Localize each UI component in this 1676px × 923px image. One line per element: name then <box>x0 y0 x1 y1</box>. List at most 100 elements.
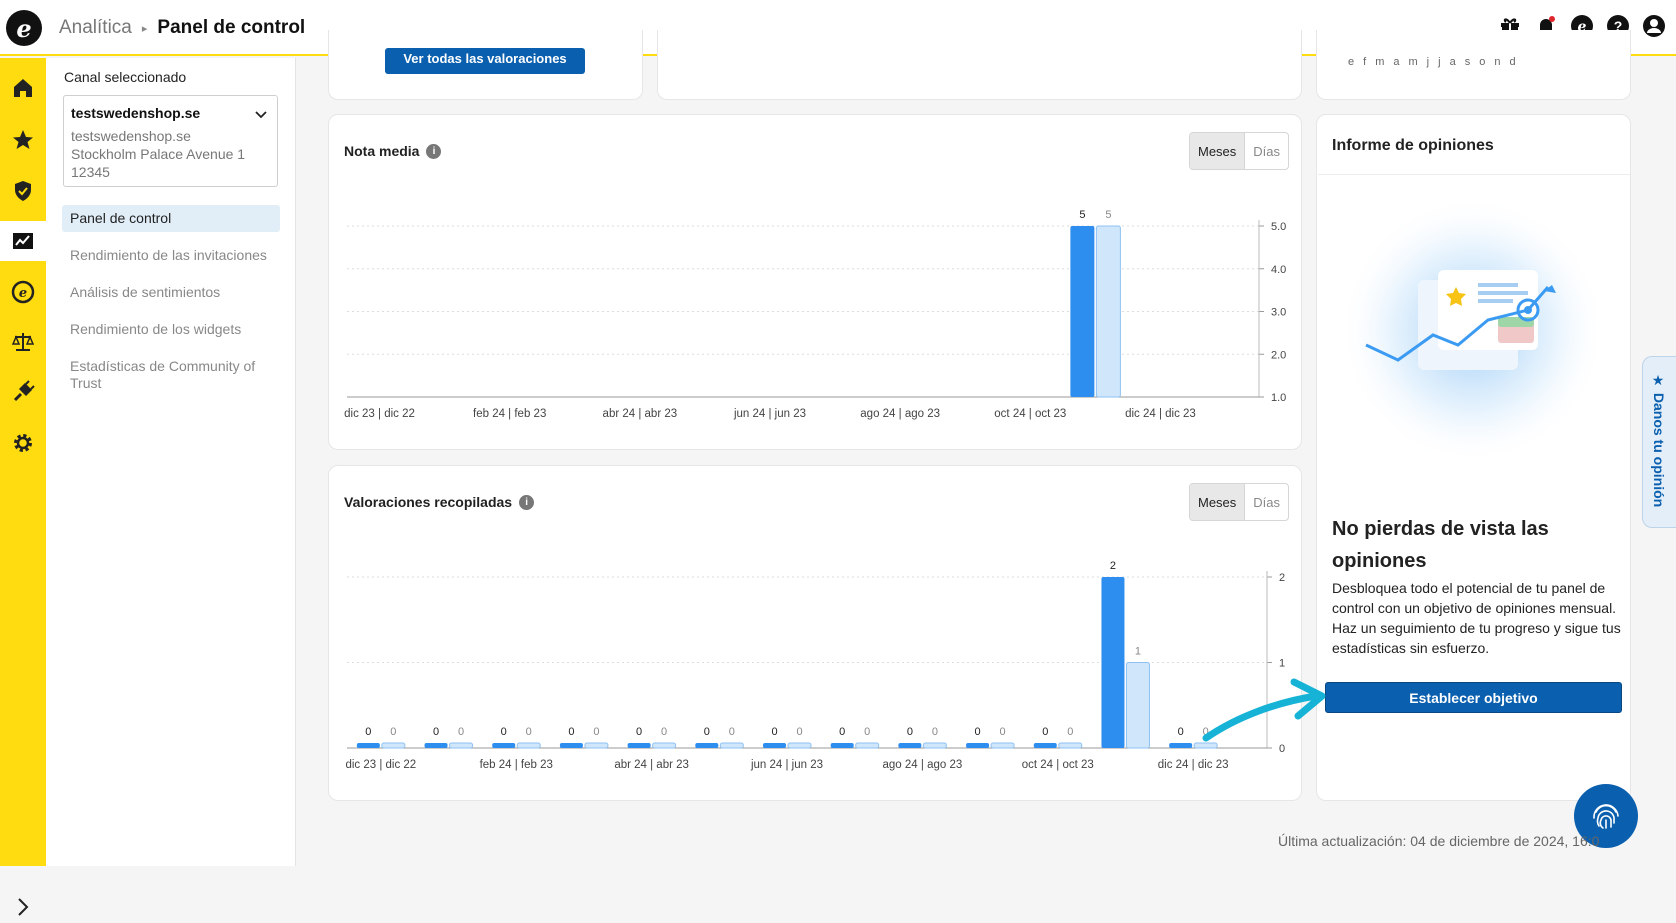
info-icon[interactable]: i <box>426 143 442 159</box>
average-rating-card: Nota media i Meses Días 5.0 4.0 3.0 2.0 1.0 5… <box>328 114 1302 450</box>
chevron-down-icon[interactable] <box>254 108 268 122</box>
month-letter: f <box>1363 56 1367 68</box>
period-toggle: Meses Días <box>1189 483 1290 521</box>
y-tick-label: 3.0 <box>1271 307 1286 319</box>
info-icon[interactable]: i <box>519 494 535 510</box>
average-rating-title: Nota media <box>344 143 420 159</box>
bar <box>898 743 922 748</box>
bar-value-label: 0 <box>1067 726 1073 738</box>
ekomi-logo[interactable]: e <box>6 10 42 46</box>
x-tick-label: oct 24 | oct 23 <box>1022 759 1094 771</box>
reviews-collected-chart: 2 1 0 0 0 0 0 0 0 0 0 0 0 0 0 0 0 0 0 0 0 0 0 0 0 2 1 0 0 dic 23 | di… <box>345 560 1285 771</box>
x-tick-label: feb 24 | feb 23 <box>480 759 553 771</box>
bar-value-label: 1 <box>1135 646 1141 658</box>
nav-item-invitation-performance[interactable]: Rendimiento de las invitaciones <box>70 247 267 263</box>
bar-value-label: 2 <box>1110 560 1116 572</box>
nav-item-community-of-trust[interactable]: Estadísticas de Community of Trust <box>70 358 256 391</box>
y-tick-label: 2.0 <box>1271 349 1286 361</box>
set-goal-button[interactable]: Establecer objetivo <box>1325 682 1622 713</box>
scales-icon[interactable] <box>0 322 46 362</box>
gear-icon[interactable] <box>0 423 46 463</box>
user-icon[interactable] <box>1642 14 1666 38</box>
x-tick-label: oct 24 | oct 23 <box>994 408 1066 420</box>
bar-value-label: 0 <box>661 726 667 738</box>
bar-value-label: 0 <box>458 726 464 738</box>
toggle-days[interactable]: Días <box>1253 143 1281 159</box>
breadcrumb: Analítica ▸ Panel de control <box>59 17 305 39</box>
card-title: Valoraciones recopiladas i <box>344 494 535 510</box>
bar <box>381 742 406 749</box>
fingerprint-icon <box>1593 804 1619 829</box>
report-body: Desbloquea todo el potencial de tu panel… <box>1332 580 1621 656</box>
month-letter: a <box>1393 56 1400 68</box>
view-all-reviews-button[interactable]: Ver todas las valoraciones <box>385 48 585 74</box>
expand-sidebar-icon[interactable] <box>12 896 34 918</box>
fingerprint-button[interactable] <box>1574 784 1638 848</box>
bar-value-label: 0 <box>1203 726 1209 738</box>
bar <box>584 742 609 749</box>
toggle-days[interactable]: Días <box>1253 494 1281 510</box>
nav-item-dashboard[interactable]: Panel de control <box>62 205 280 232</box>
bar-value-label: 0 <box>1042 726 1048 738</box>
x-tick-label: jun 24 | jun 23 <box>750 759 823 771</box>
channel-address-line: Stockholm Palace Avenue 1 <box>71 146 246 162</box>
analytics-nav: Panel de control Rendimiento de las invi… <box>62 205 280 407</box>
y-tick-label: 4.0 <box>1271 264 1286 276</box>
home-icon[interactable] <box>0 68 46 108</box>
reviews-collected-title: Valoraciones recopiladas <box>344 494 513 510</box>
distribution-card <box>657 30 1302 100</box>
bar <box>719 742 744 749</box>
nav-item-sentiment-analysis[interactable]: Análisis de sentimientos <box>70 284 221 300</box>
bar <box>763 743 786 748</box>
x-tick-label: feb 24 | feb 23 <box>473 408 546 420</box>
breadcrumb-parent[interactable]: Analítica <box>59 17 132 38</box>
bar <box>1169 743 1193 748</box>
y-tick-label: 1.0 <box>1271 392 1286 404</box>
bar-value-label: 0 <box>433 726 439 738</box>
x-tick-label: ago 24 | ago 23 <box>860 408 940 420</box>
pointer-arrow-icon <box>1202 678 1326 742</box>
sub-navigation: Canal seleccionado testswedenshop.se tes… <box>46 58 296 866</box>
channel-name: testswedenshop.se <box>71 105 201 121</box>
bar <box>1125 662 1150 749</box>
channel-selector[interactable]: testswedenshop.se testswedenshop.se Stoc… <box>63 95 278 187</box>
star-icon[interactable] <box>0 120 46 160</box>
reviews-collected-card: Valoraciones recopiladas i Meses Días 2 1… <box>328 465 1302 801</box>
feedback-tab-label: ★ Danos tu opinión <box>1651 373 1667 508</box>
bar-value-label: 0 <box>864 726 870 738</box>
breadcrumb-separator-icon: ▸ <box>141 22 148 35</box>
bar <box>652 742 677 749</box>
bar <box>1095 225 1121 398</box>
period-toggle: Meses Días <box>1189 132 1290 170</box>
bar <box>990 742 1015 749</box>
x-tick-label: abr 24 | abr 23 <box>603 408 678 420</box>
bar-value-label: 5 <box>1079 209 1085 221</box>
x-tick-label: dic 24 | dic 23 <box>1125 408 1196 420</box>
toggle-months[interactable]: Meses <box>1190 484 1246 520</box>
bar <box>1193 742 1218 749</box>
toggle-months[interactable]: Meses <box>1190 133 1246 169</box>
nav-item-widget-performance[interactable]: Rendimiento de los widgets <box>70 321 242 337</box>
month-letter: s <box>1464 56 1471 68</box>
plug-icon[interactable] <box>0 372 46 412</box>
bar-value-label: 0 <box>1000 726 1006 738</box>
month-letter: j <box>1438 56 1441 68</box>
analytics-icon[interactable] <box>0 221 46 261</box>
shield-check-icon[interactable] <box>0 171 46 211</box>
bar <box>1058 742 1083 749</box>
bar-value-label: 0 <box>501 726 507 738</box>
svg-text:?: ? <box>1614 18 1623 34</box>
feedback-tab[interactable]: ★ Danos tu opinión <box>1642 356 1676 528</box>
bar <box>492 743 516 748</box>
bar <box>424 743 448 748</box>
bar <box>356 743 380 748</box>
ekomi-circle-icon[interactable]: e <box>0 272 46 312</box>
left-rail: e <box>0 58 46 916</box>
bar-value-label: 0 <box>796 726 802 738</box>
bar-value-label: 0 <box>975 726 981 738</box>
y-tick-label: 1 <box>1279 658 1285 670</box>
bar <box>855 742 880 749</box>
report-headline: No pierdas de vista las opiniones <box>1332 518 1549 572</box>
bar-value-label: 0 <box>729 726 735 738</box>
bar <box>516 742 541 749</box>
